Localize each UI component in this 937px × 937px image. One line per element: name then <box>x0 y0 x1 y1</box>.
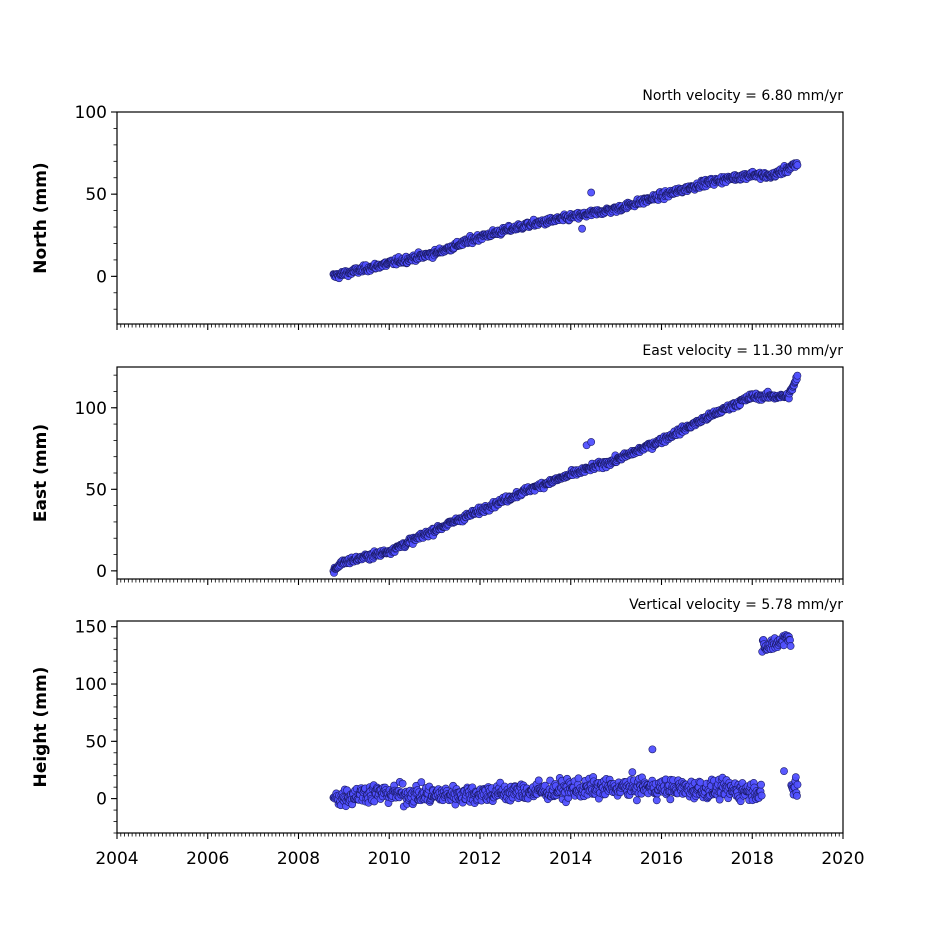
x-tick-label: 2016 <box>640 849 683 869</box>
x-tick-label: 2010 <box>368 849 411 869</box>
north-data-points <box>329 159 802 283</box>
data-point <box>791 773 800 782</box>
y-tick-label: 100 <box>75 675 107 695</box>
x-tick-label: 2004 <box>95 849 138 869</box>
data-point <box>786 642 795 650</box>
y-tick-label: 100 <box>75 103 107 123</box>
x-tick-label: 2008 <box>277 849 320 869</box>
east-velocity-label: East velocity = 11.30 mm/yr <box>642 343 843 359</box>
east-axis-label: East (mm) <box>31 424 51 522</box>
x-tick-label: 2006 <box>186 849 229 869</box>
data-point <box>666 795 675 804</box>
x-tick-label: 2018 <box>731 849 774 869</box>
north-velocity-label: North velocity = 6.80 mm/yr <box>642 88 843 104</box>
height-velocity-label: Vertical velocity = 5.78 mm/yr <box>629 597 843 613</box>
height-axis-label: Height (mm) <box>31 667 51 788</box>
north-plot-frame <box>116 111 844 325</box>
data-point <box>534 776 543 785</box>
east-panel: East velocity = 11.30 mm/yr East (mm) 0 5… <box>31 343 844 585</box>
y-tick-label: 150 <box>75 618 107 638</box>
height-axis-ticks: 0 50 100 150 <box>75 618 844 839</box>
x-tick-label: 2012 <box>458 849 501 869</box>
y-tick-label: 50 <box>85 185 107 205</box>
data-point <box>398 779 407 788</box>
x-axis-tick-labels: 2004 2006 2008 2010 2012 2014 2016 2018 2020 <box>95 849 864 869</box>
height-data-points <box>329 631 802 811</box>
y-tick-label: 50 <box>85 480 107 500</box>
north-axis-label: North (mm) <box>31 162 51 273</box>
x-tick-label: 2020 <box>821 849 864 869</box>
data-point <box>793 161 802 170</box>
y-tick-label: 0 <box>96 562 107 582</box>
data-point <box>578 224 586 233</box>
data-point <box>628 768 637 777</box>
data-point <box>793 780 802 789</box>
data-point <box>652 796 661 805</box>
data-point <box>417 778 426 787</box>
north-panel: North velocity = 6.80 mm/yr North (mm) 0… <box>31 88 844 330</box>
data-point <box>793 791 801 800</box>
data-point <box>574 774 583 783</box>
y-tick-label: 0 <box>96 267 107 287</box>
north-axis-ticks: 0 50 100 <box>75 103 844 330</box>
data-point <box>757 780 765 789</box>
data-point <box>780 767 788 776</box>
data-point <box>587 188 596 197</box>
east-data-points <box>329 371 802 577</box>
data-point <box>793 371 802 380</box>
height-panel: Vertical velocity = 5.78 mm/yr Height (m… <box>31 597 844 839</box>
y-tick-label: 50 <box>85 732 107 752</box>
east-plot-frame <box>116 366 844 580</box>
data-point <box>587 438 596 446</box>
height-plot-frame <box>116 620 844 834</box>
x-tick-label: 2014 <box>549 849 592 869</box>
data-point <box>648 745 657 754</box>
data-point <box>632 796 641 805</box>
y-tick-label: 0 <box>96 790 107 810</box>
data-point <box>757 791 766 800</box>
y-tick-label: 100 <box>75 399 107 419</box>
